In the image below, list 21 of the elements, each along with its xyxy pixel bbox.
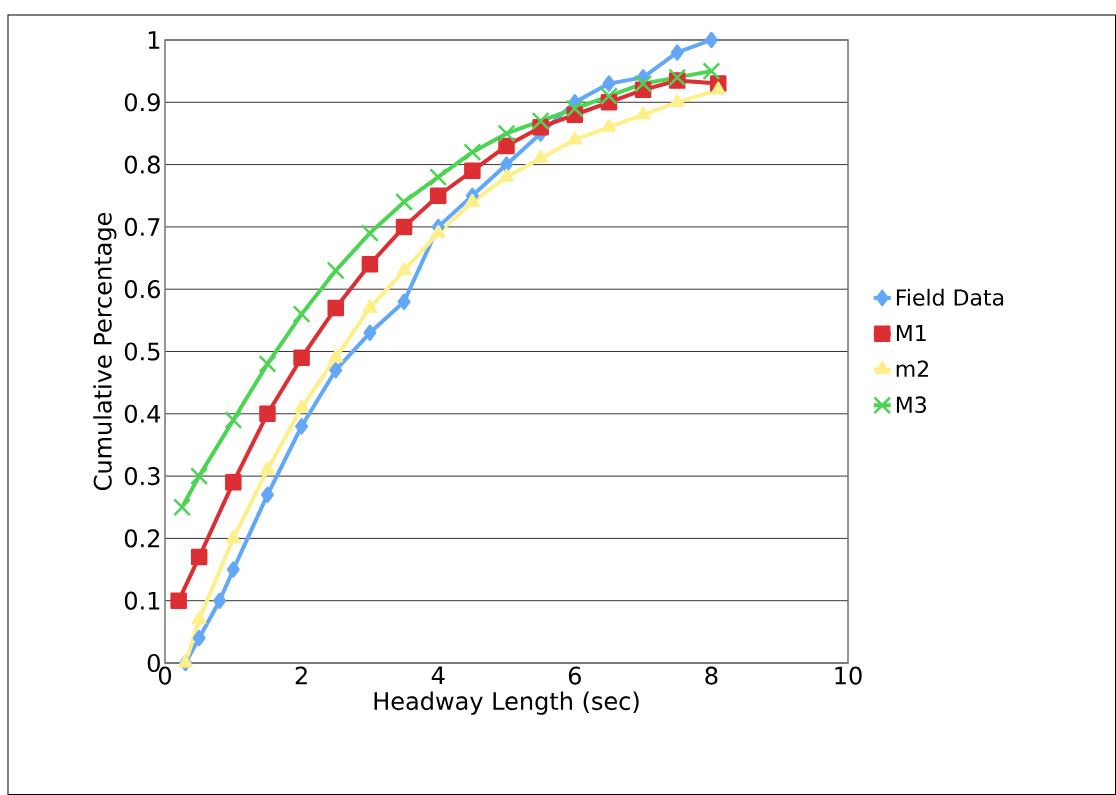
x-tick-label: 2 bbox=[295, 666, 307, 685]
legend-label: m2 bbox=[896, 360, 928, 377]
legend-label: M1 bbox=[896, 325, 926, 342]
y-tick-label: 0.7 bbox=[124, 217, 160, 236]
x-tick-label: 6 bbox=[568, 666, 581, 685]
y-tick-label: 0.5 bbox=[124, 342, 160, 361]
y-tick-label: 0.9 bbox=[124, 93, 160, 112]
legend-label: Field Data bbox=[896, 288, 1004, 306]
y-tick-label: 0.1 bbox=[124, 591, 160, 610]
x-tick-label: 4 bbox=[431, 666, 445, 685]
x-tick-label: 10 bbox=[835, 666, 862, 685]
x-axis-title: Headway Length (sec) bbox=[374, 691, 639, 715]
y-tick-label: 0.6 bbox=[124, 280, 160, 299]
y-tick-label: 0.3 bbox=[124, 467, 160, 486]
legend-label: M3 bbox=[896, 396, 926, 414]
x-tick-label: 8 bbox=[705, 666, 718, 685]
y-tick-label: 0.4 bbox=[124, 404, 161, 423]
y-axis-title: Cumulative Percentage bbox=[93, 212, 117, 490]
y-tick-label: 0.8 bbox=[124, 155, 160, 174]
y-tick-label: 1 bbox=[148, 31, 160, 49]
y-tick-label: 0.2 bbox=[124, 529, 160, 548]
